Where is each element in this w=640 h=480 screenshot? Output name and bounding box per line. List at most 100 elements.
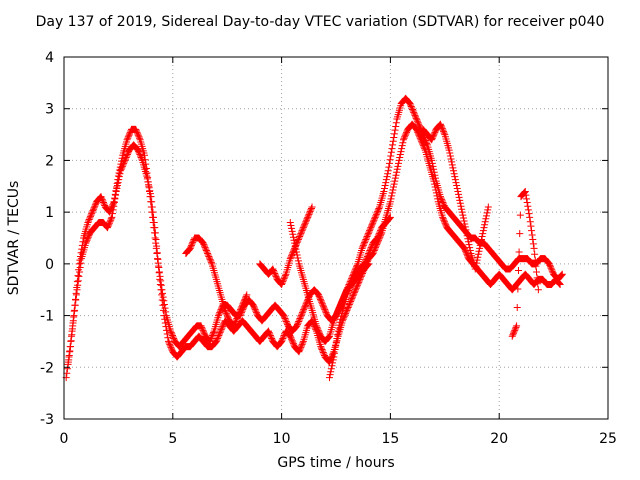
data-point [212,337,220,345]
y-tick-label: 4 [45,50,54,66]
data-point-fill [548,266,556,274]
data-point-fill [266,330,274,338]
data-point-fill [296,346,304,354]
data-point-fill [198,325,206,333]
data-point-fill [232,316,240,324]
data-point-fill [350,289,358,297]
data-point-fill [375,231,383,239]
data-point-fill [348,293,356,301]
data-point [295,348,303,356]
data-point-fill [385,215,393,223]
data-point-fill [476,241,484,249]
data-point-fill [123,151,131,159]
data-point-fill [438,125,446,133]
data-point-fill [235,309,243,317]
data-point-fill [98,194,106,202]
y-tick-label: 1 [45,205,54,221]
data-point-fill [281,272,289,280]
data-point-fill [335,324,343,332]
data-point-fill [345,286,353,294]
data-point-fill [210,329,218,337]
data-point-fill [336,318,344,326]
data-point-fill [279,276,287,284]
data-point [436,120,444,128]
data-point-fill [113,182,121,190]
data-point [330,317,338,325]
data-point-fill [98,196,106,204]
data-point-fill [317,297,325,305]
data-point-fill [442,221,450,229]
data-point-fill [320,303,328,311]
data-point-fill [125,131,133,139]
data-point-fill [366,227,374,235]
data-point-fill [321,307,329,315]
data-point-fill [462,226,470,234]
data-point-fill [148,203,156,211]
data-point-fill [510,328,518,336]
data-point [167,327,175,335]
data-point [439,213,447,221]
data-point-fill [331,346,339,354]
data-point-fill [74,277,82,285]
data-point [186,244,194,252]
data-point-fill [350,275,358,283]
data-point-fill [531,250,539,258]
data-point [230,322,238,330]
data-point-fill [299,339,307,347]
data-point-fill [161,315,169,323]
data-point-fill [271,269,279,277]
data-point [367,224,375,232]
data-point-fill [306,209,314,217]
data-point-fill [409,107,417,115]
data-point-fill [169,333,177,341]
data-point-fill [397,148,405,156]
data-point [413,125,421,133]
data-point-fill [85,216,93,224]
data-point-fill [477,235,485,243]
data-point-fill [166,342,174,350]
data-point-fill [438,197,446,205]
data-point [391,177,399,185]
data-point-fill [344,305,352,313]
data-point-fill [431,128,439,136]
data-point-fill [138,155,146,163]
data-point [319,301,327,309]
data-point-fill [144,178,152,186]
data-point-fill [146,187,154,195]
data-point [117,167,125,175]
data-point-fill [386,214,394,222]
data-point-fill [200,328,208,336]
data-point-fill [281,315,289,323]
data-point-fill [118,164,126,172]
data-point [534,286,542,294]
data-point-fill [109,206,117,214]
data-point-fill [368,242,376,250]
data-point-fill [414,130,422,138]
data-point-fill [410,108,418,116]
data-point-fill [87,211,95,219]
data-point-fill [297,230,305,238]
data-point-fill [430,131,438,139]
data-point-fill [281,273,289,281]
data-point-fill [294,254,302,262]
data-point-fill [558,271,566,279]
data-point-fill [149,208,157,216]
data-point-fill [71,306,79,314]
data-point-fill [361,238,369,246]
data-point-fill [353,283,361,291]
data-point-fill [71,301,79,309]
data-point-fill [418,139,426,147]
data-point-fill [363,233,371,241]
data-point-fill [322,309,330,317]
data-point-fill [391,126,399,134]
data-point [399,136,407,144]
data-point-fill [301,219,309,227]
data-point-fill [288,250,296,258]
data-point-fill [360,240,368,248]
x-axis-label: GPS time / hours [277,455,395,471]
data-point [234,312,242,320]
data-point [371,213,379,221]
x-tick-label: 25 [599,431,617,447]
data-point-fill [337,300,345,308]
data-point-fill [466,244,474,252]
